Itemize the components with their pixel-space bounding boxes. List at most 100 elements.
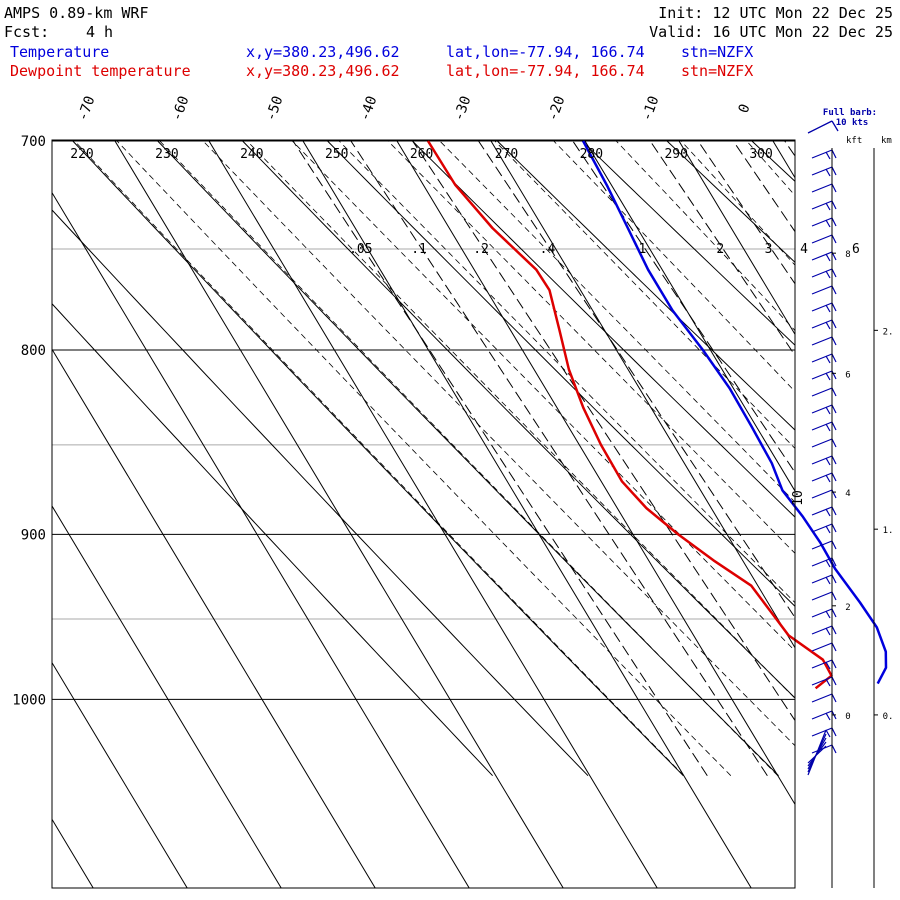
dry-adiabat [71,140,684,777]
mixing-ratio-line [697,140,795,285]
moist-adiabat [552,140,795,393]
moist-adiabat [290,140,795,652]
mixing-ratio-line [292,140,708,776]
isotherm [583,140,795,492]
isotherm [52,348,376,888]
chart-title: AMPS 0.89-km WRF [4,4,149,22]
mixing-ratio-label: .1 [411,242,427,257]
wind-barb [811,353,837,364]
theta-label: 240 [240,147,263,162]
legend-dewpoint-stn: stn=NZFX [681,62,753,80]
temperature-tick-label: -70 [75,94,99,123]
pressure-tick-label: 800 [21,343,46,359]
dry-adiabat [665,140,795,263]
wind-barb [811,387,837,397]
wind-barb [811,557,837,568]
dry-adiabat [52,303,493,777]
wind-barbs [807,149,837,776]
kft-label: kft [846,136,862,146]
legend-dewpoint-latlon: lat,lon=-77.94, 166.74 [446,62,645,80]
moist-adiabat [337,140,795,604]
mixing-ratio-line [732,140,795,233]
plot-frame [51,139,796,889]
dry-adiabat [52,209,589,777]
wind-barb [811,727,837,738]
legend-temperature-latlon: lat,lon=-77.94, 166.74 [446,43,645,61]
mixing-ratio-label: .4 [540,242,556,257]
theta-label: 290 [664,147,687,162]
theta-label: 250 [325,147,348,162]
wind-barb [811,659,837,670]
wind-barb [811,523,837,534]
mixing-ratio-line [784,140,795,157]
mixing-ratio-label: 1 [638,242,646,257]
theta-label: 280 [580,147,603,162]
barb-legend-icon [807,120,839,134]
moist-adiabat [438,140,795,503]
wind-barb [811,608,837,619]
kft-tick-label: 0 [845,712,850,722]
kft-tick-label: 4 [845,489,850,499]
wind-barb [811,404,837,415]
km-tick-label: 0. [883,712,894,722]
legend-temperature-name: Temperature [10,43,109,61]
legend-dewpoint-xy: x,y=380.23,496.62 [246,62,400,80]
wind-barb [811,200,837,211]
wind-barb [811,217,837,228]
legend-temperature-xy: x,y=380.23,496.62 [246,43,400,61]
temperature-tick-label: -40 [357,94,381,123]
moist-adiabat [73,140,685,776]
moist-adiabat [792,119,900,776]
legend-dewpoint-name: Dewpoint temperature [10,62,191,80]
wind-barb [811,166,837,177]
mixing-ratio-label: 6 [852,242,860,257]
fcst-value: 4 h [86,23,113,41]
barb-legend-line1: Full barb: [823,108,877,118]
wind-barb [811,642,837,652]
temperature-tick-label: -30 [451,94,475,123]
moist-adiabat [115,140,732,776]
mixing-ratio-label: .2 [473,242,489,257]
isotherm [52,191,470,888]
isotherm [52,661,188,888]
isotherm [489,140,795,649]
background-lines [52,119,900,888]
mixing-ratio-label: 2 [716,242,724,257]
wind-barb [811,149,837,160]
moist-adiabat [386,140,795,554]
wind-barb [811,319,837,330]
barb-annotation: 10 [791,490,806,506]
pressure-tick-label: 700 [21,134,46,150]
theta-label: 220 [70,147,93,162]
theta-label: 300 [749,147,772,162]
barb-legend-line2: 10 kts [836,118,869,128]
dry-adiabat [325,140,795,608]
fcst-label: Fcst: [4,23,49,41]
dry-adiabat [580,140,795,346]
dry-adiabat [813,119,900,776]
pressure-tick-label: 900 [21,527,46,543]
moist-adiabat [201,140,795,747]
isotherm [207,140,658,888]
isotherm [301,140,752,888]
temperature-line [581,140,888,685]
mixing-ratio-label: .05 [349,242,372,257]
pressure-tick-label: 1000 [12,692,46,708]
wind-barb [811,574,837,585]
kft-tick-label: 6 [845,370,850,380]
temperature-tick-label: -20 [545,94,569,123]
moist-adiabat [679,140,795,266]
wind-barb [811,693,837,703]
km-label: km [881,136,892,146]
wind-barb [811,472,837,483]
temperature-tick-label: 0 [736,102,754,115]
temperature-tick-label: -50 [263,94,287,123]
isotherm [113,140,564,888]
wind-barb [811,302,837,313]
legend-temperature-stn: stn=NZFX [681,43,753,61]
wind-barb [811,540,837,550]
moist-adiabat [158,140,779,776]
wind-barb [811,455,837,466]
